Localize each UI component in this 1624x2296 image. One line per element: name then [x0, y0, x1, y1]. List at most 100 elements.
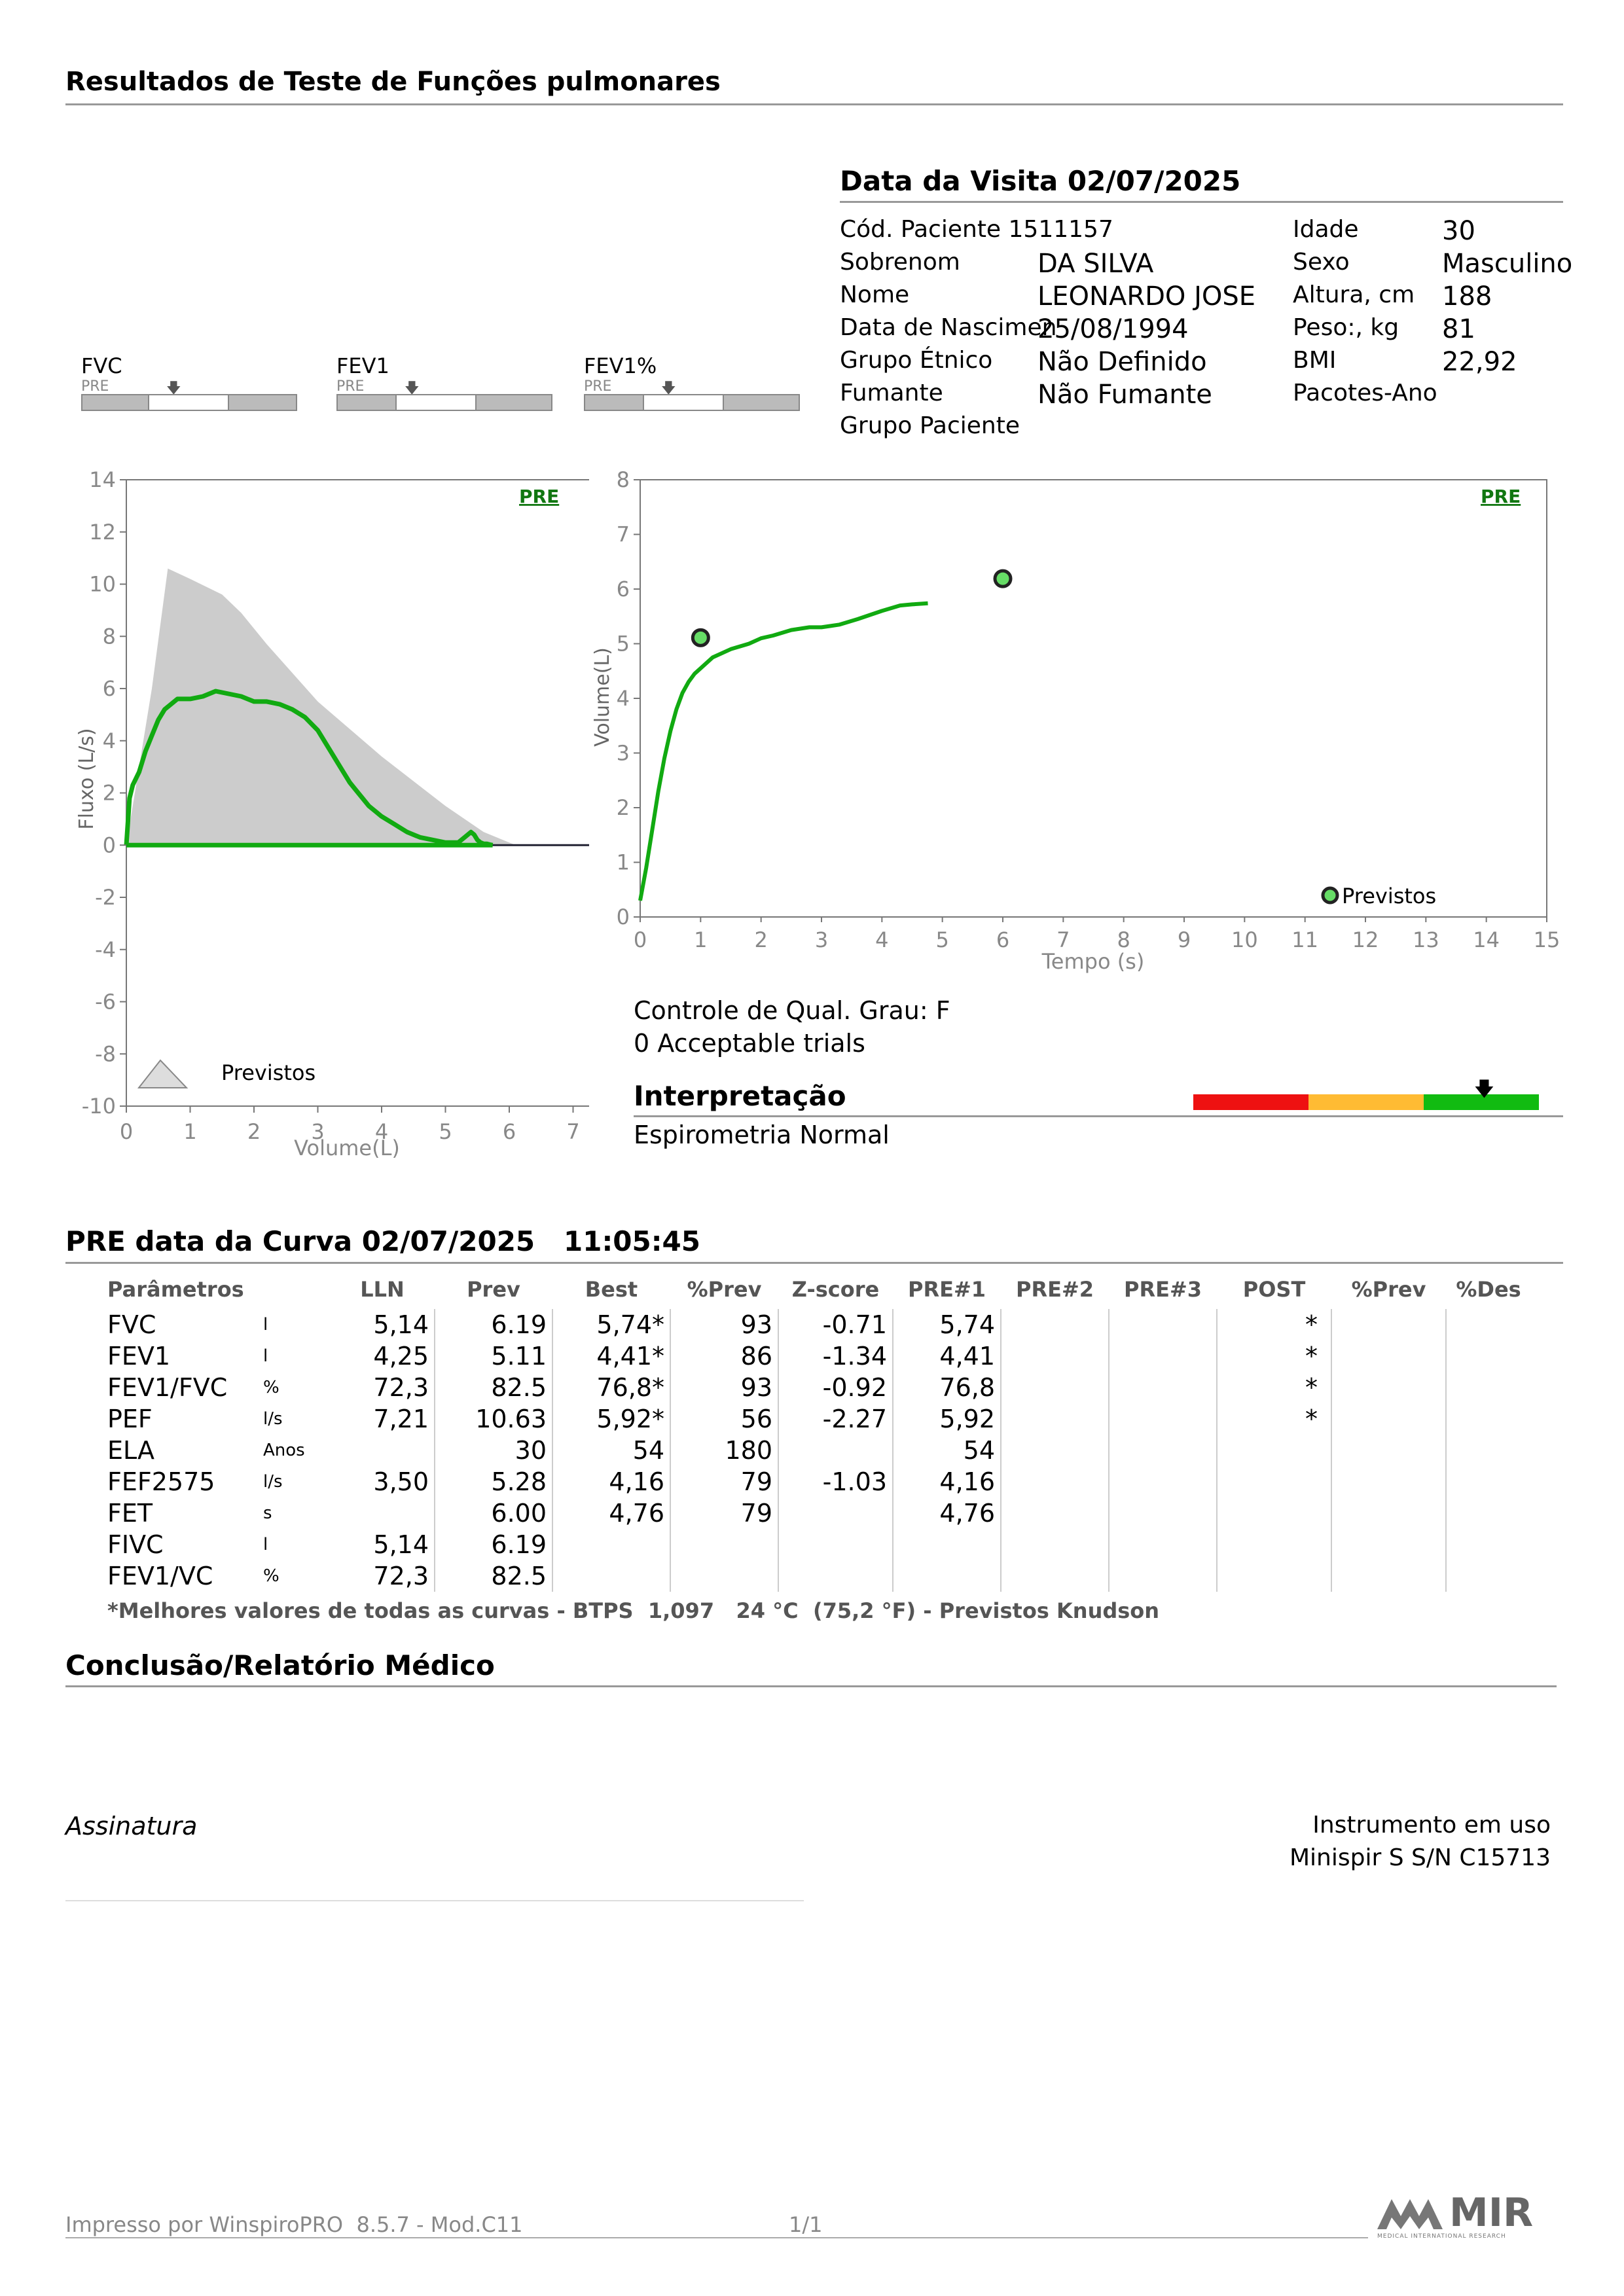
row-des [1446, 1403, 1531, 1435]
row-lln: 72,3 [330, 1560, 435, 1592]
name-value: LEONARDO JOSE [1038, 281, 1256, 312]
row-best: 54 [552, 1435, 671, 1466]
pack-years-label: Pacotes-Ano [1293, 380, 1437, 406]
row-param-name: ELA [107, 1436, 155, 1465]
fv-xtick-label: 3 [311, 1119, 324, 1144]
col-pre2: PRE#2 [1015, 1277, 1094, 1302]
row-prev: 6.19 [435, 1309, 553, 1340]
row-pre1: 4,76 [893, 1498, 1001, 1529]
vt-xtick-label: 1 [694, 927, 707, 952]
row-pre3 [1109, 1529, 1218, 1560]
vt-xlabel: Tempo (s) [1041, 949, 1145, 974]
fv-xtick-label: 5 [439, 1119, 452, 1144]
row-best: 4,16 [552, 1466, 671, 1498]
row-param-name: FET [107, 1499, 153, 1528]
row-pre2 [1001, 1498, 1110, 1529]
fv-ytick-label: -2 [95, 885, 116, 910]
row-pre2 [1001, 1466, 1110, 1498]
vt-xtick-label: 15 [1534, 927, 1561, 952]
row-pre1: 4,41 [893, 1340, 1001, 1372]
vt-xtick-label: 5 [935, 927, 948, 952]
vt-xtick-label: 0 [634, 927, 647, 952]
vt-ytick-label: 6 [617, 577, 630, 601]
table-row: FVC l 5,14 6.19 5,74* 93 -0.71 5,74 * [92, 1309, 1531, 1340]
col-unit [258, 1270, 330, 1309]
col-pre1: PRE#1 [907, 1277, 986, 1302]
row-unit: l [263, 1346, 268, 1366]
acceptable-trials: 0 Acceptable trials [634, 1029, 865, 1058]
row-zscore [778, 1560, 893, 1592]
vt-legend-marker [1321, 886, 1339, 905]
row-pre2 [1001, 1529, 1110, 1560]
row-pre2 [1001, 1560, 1110, 1592]
scale-yellow [1308, 1094, 1424, 1110]
row-post [1217, 1498, 1332, 1529]
fv-ylabel: Fluxo (L/s) [75, 728, 98, 829]
fv-ytick-label: 10 [89, 572, 116, 597]
row-post [1217, 1560, 1332, 1592]
row-des [1446, 1309, 1531, 1340]
table-row: FEV1/VC% 72,3 82.5 [92, 1560, 1531, 1592]
row-unit: l [263, 1315, 268, 1335]
row-prev: 82.5 [435, 1372, 553, 1403]
signature-line [65, 1900, 804, 1901]
vt-ytick-label: 2 [617, 795, 630, 820]
row-pre3 [1109, 1560, 1218, 1592]
row-pre2 [1001, 1372, 1110, 1403]
name-label: Nome [840, 281, 910, 308]
row-des [1446, 1529, 1531, 1560]
fv-ytick-label: 12 [89, 520, 116, 545]
row-pre3 [1109, 1498, 1218, 1529]
row-pre3 [1109, 1372, 1218, 1403]
row-pre3 [1109, 1466, 1218, 1498]
row-param-name: FEV1 [107, 1342, 171, 1371]
row-zscore: -2.27 [778, 1403, 893, 1435]
vt-predicted-point [691, 628, 710, 647]
sex-value: Masculino [1442, 249, 1573, 279]
height-value: 188 [1442, 281, 1492, 312]
row-pre2 [1001, 1309, 1110, 1340]
table-row: ELA Anos 30 54 180 54 [92, 1435, 1531, 1466]
row-pre1: 54 [893, 1435, 1001, 1466]
fv-ytick-label: 0 [103, 833, 116, 857]
row-des [1446, 1498, 1531, 1529]
vt-xtick-label: 4 [875, 927, 888, 952]
row-lln: 3,50 [330, 1466, 435, 1498]
fv-legend-icon [137, 1059, 189, 1088]
mir-logo-sub: MEDICAL INTERNATIONAL RESEARCH [1377, 2233, 1506, 2240]
fv-measured-curve [124, 689, 494, 848]
vt-ylabel: Volume(L) [591, 647, 614, 747]
col-zscore: Z-score [791, 1277, 880, 1302]
row-best [552, 1560, 671, 1592]
smoker-value: Não Fumante [1038, 380, 1212, 410]
row-post [1217, 1529, 1332, 1560]
gauge-fev1-bar [336, 394, 552, 411]
fv-xtick-label: 7 [566, 1119, 579, 1144]
row-post [1217, 1466, 1332, 1498]
interpretation-divider [634, 1115, 1563, 1117]
gauge-fev1pct-sub: PRE [584, 378, 612, 395]
vt-plot-frame [640, 479, 1547, 918]
row-best: 5,74* [552, 1309, 671, 1340]
weight-label: Peso:, kg [1293, 314, 1399, 341]
table-row: FIVC l 5,14 6.19 [92, 1529, 1531, 1560]
row-post-pprev [1331, 1340, 1447, 1372]
row-param-name: FEV1/VC [107, 1562, 213, 1590]
vt-xtick-label: 6 [996, 927, 1009, 952]
gauge-fev1pct-label: FEV1% [584, 353, 657, 378]
conclusion-divider [65, 1685, 1557, 1687]
row-zscore: -1.03 [778, 1466, 893, 1498]
row-pprev: 86 [670, 1340, 779, 1372]
fv-ytick-label: 6 [103, 676, 116, 701]
page-number: 1/1 [789, 2212, 823, 2237]
row-best: 4,41* [552, 1340, 671, 1372]
fv-ytick-label: 2 [103, 781, 116, 806]
row-lln: 5,14 [330, 1309, 435, 1340]
row-zscore: -1.34 [778, 1340, 893, 1372]
birthdate-value: 25/08/1994 [1038, 314, 1189, 344]
signature-label: Assinatura [65, 1812, 198, 1840]
row-des [1446, 1466, 1531, 1498]
vt-xtick-label: 14 [1473, 927, 1500, 952]
vt-xtick-label: 11 [1291, 927, 1318, 952]
row-prev: 5.28 [435, 1466, 553, 1498]
